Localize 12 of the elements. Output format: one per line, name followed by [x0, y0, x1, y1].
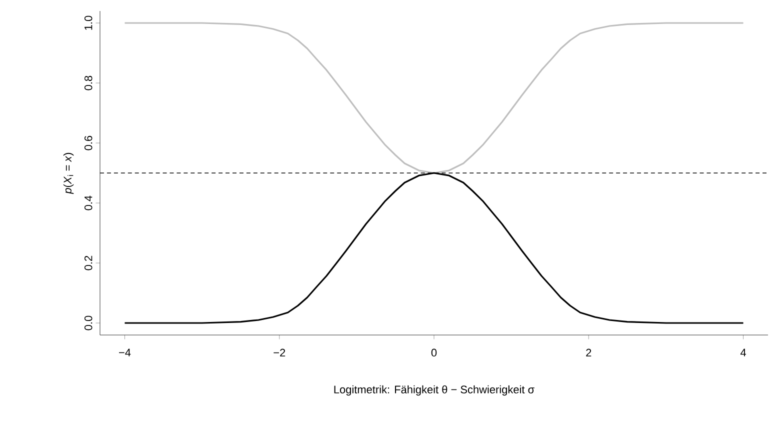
y-tick-label: 0.4 — [84, 196, 92, 210]
x-tick-label: −2 — [274, 348, 286, 356]
y-tick-label: 1.0 — [84, 16, 92, 30]
x-tick-label: 0 — [431, 348, 437, 357]
x-tick-label: 4 — [740, 348, 746, 356]
y-tick-label: 0.6 — [84, 136, 92, 150]
y-tick-label: 0.0 — [84, 316, 92, 330]
x-tick-label: 2 — [586, 348, 592, 356]
y-tick-label: 0.2 — [84, 256, 92, 270]
y-tick-label: 0.8 — [84, 76, 92, 90]
x-axis-title: Logitmetrik: Fähigkeit θ − Schwierigkeit σ — [334, 385, 534, 396]
x-tick-label: −4 — [119, 348, 131, 356]
